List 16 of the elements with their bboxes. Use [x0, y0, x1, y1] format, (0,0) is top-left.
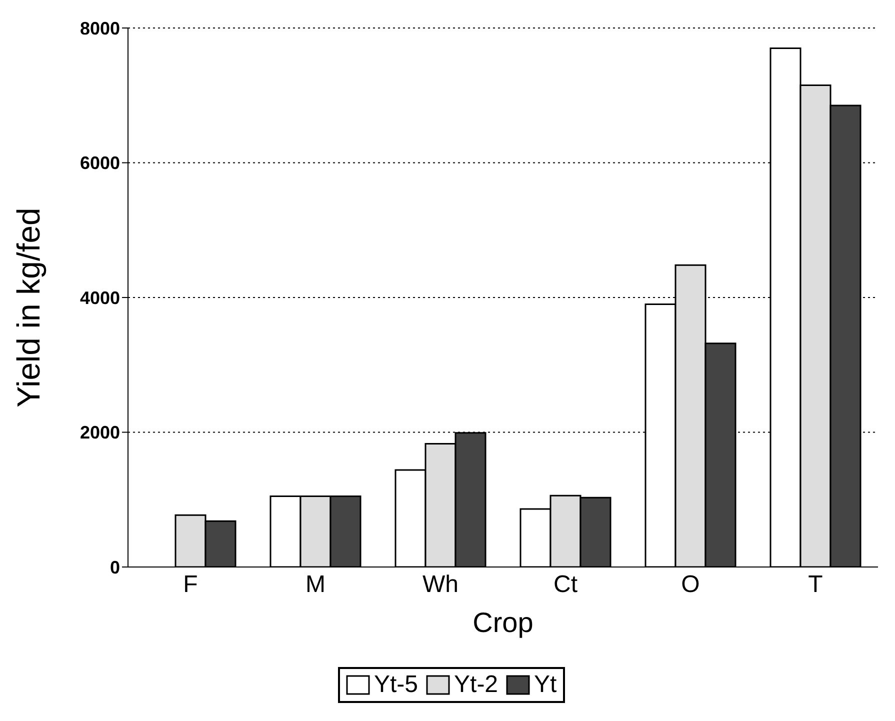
legend-label: Yt-5: [374, 671, 418, 699]
y-tick-label: 2000: [80, 422, 120, 443]
x-tick-label: O: [681, 571, 700, 598]
y-axis-title: Yield in kg/fed: [10, 208, 46, 408]
x-tick-label: T: [808, 571, 824, 598]
y-tick-label: 6000: [80, 153, 120, 174]
x-tick-label: Ct: [554, 571, 578, 598]
legend-label: Yt-2: [454, 671, 498, 699]
x-tick-label: F: [183, 571, 198, 598]
legend-label: Yt: [534, 671, 557, 699]
y-tick-label: 4000: [80, 288, 120, 308]
x-axis-title: Crop: [472, 606, 534, 638]
y-tick-label: 0: [110, 557, 120, 578]
x-tick-label: M: [306, 571, 326, 598]
x-tick-label: Wh: [422, 571, 458, 598]
y-tick-label: 8000: [80, 18, 120, 38]
